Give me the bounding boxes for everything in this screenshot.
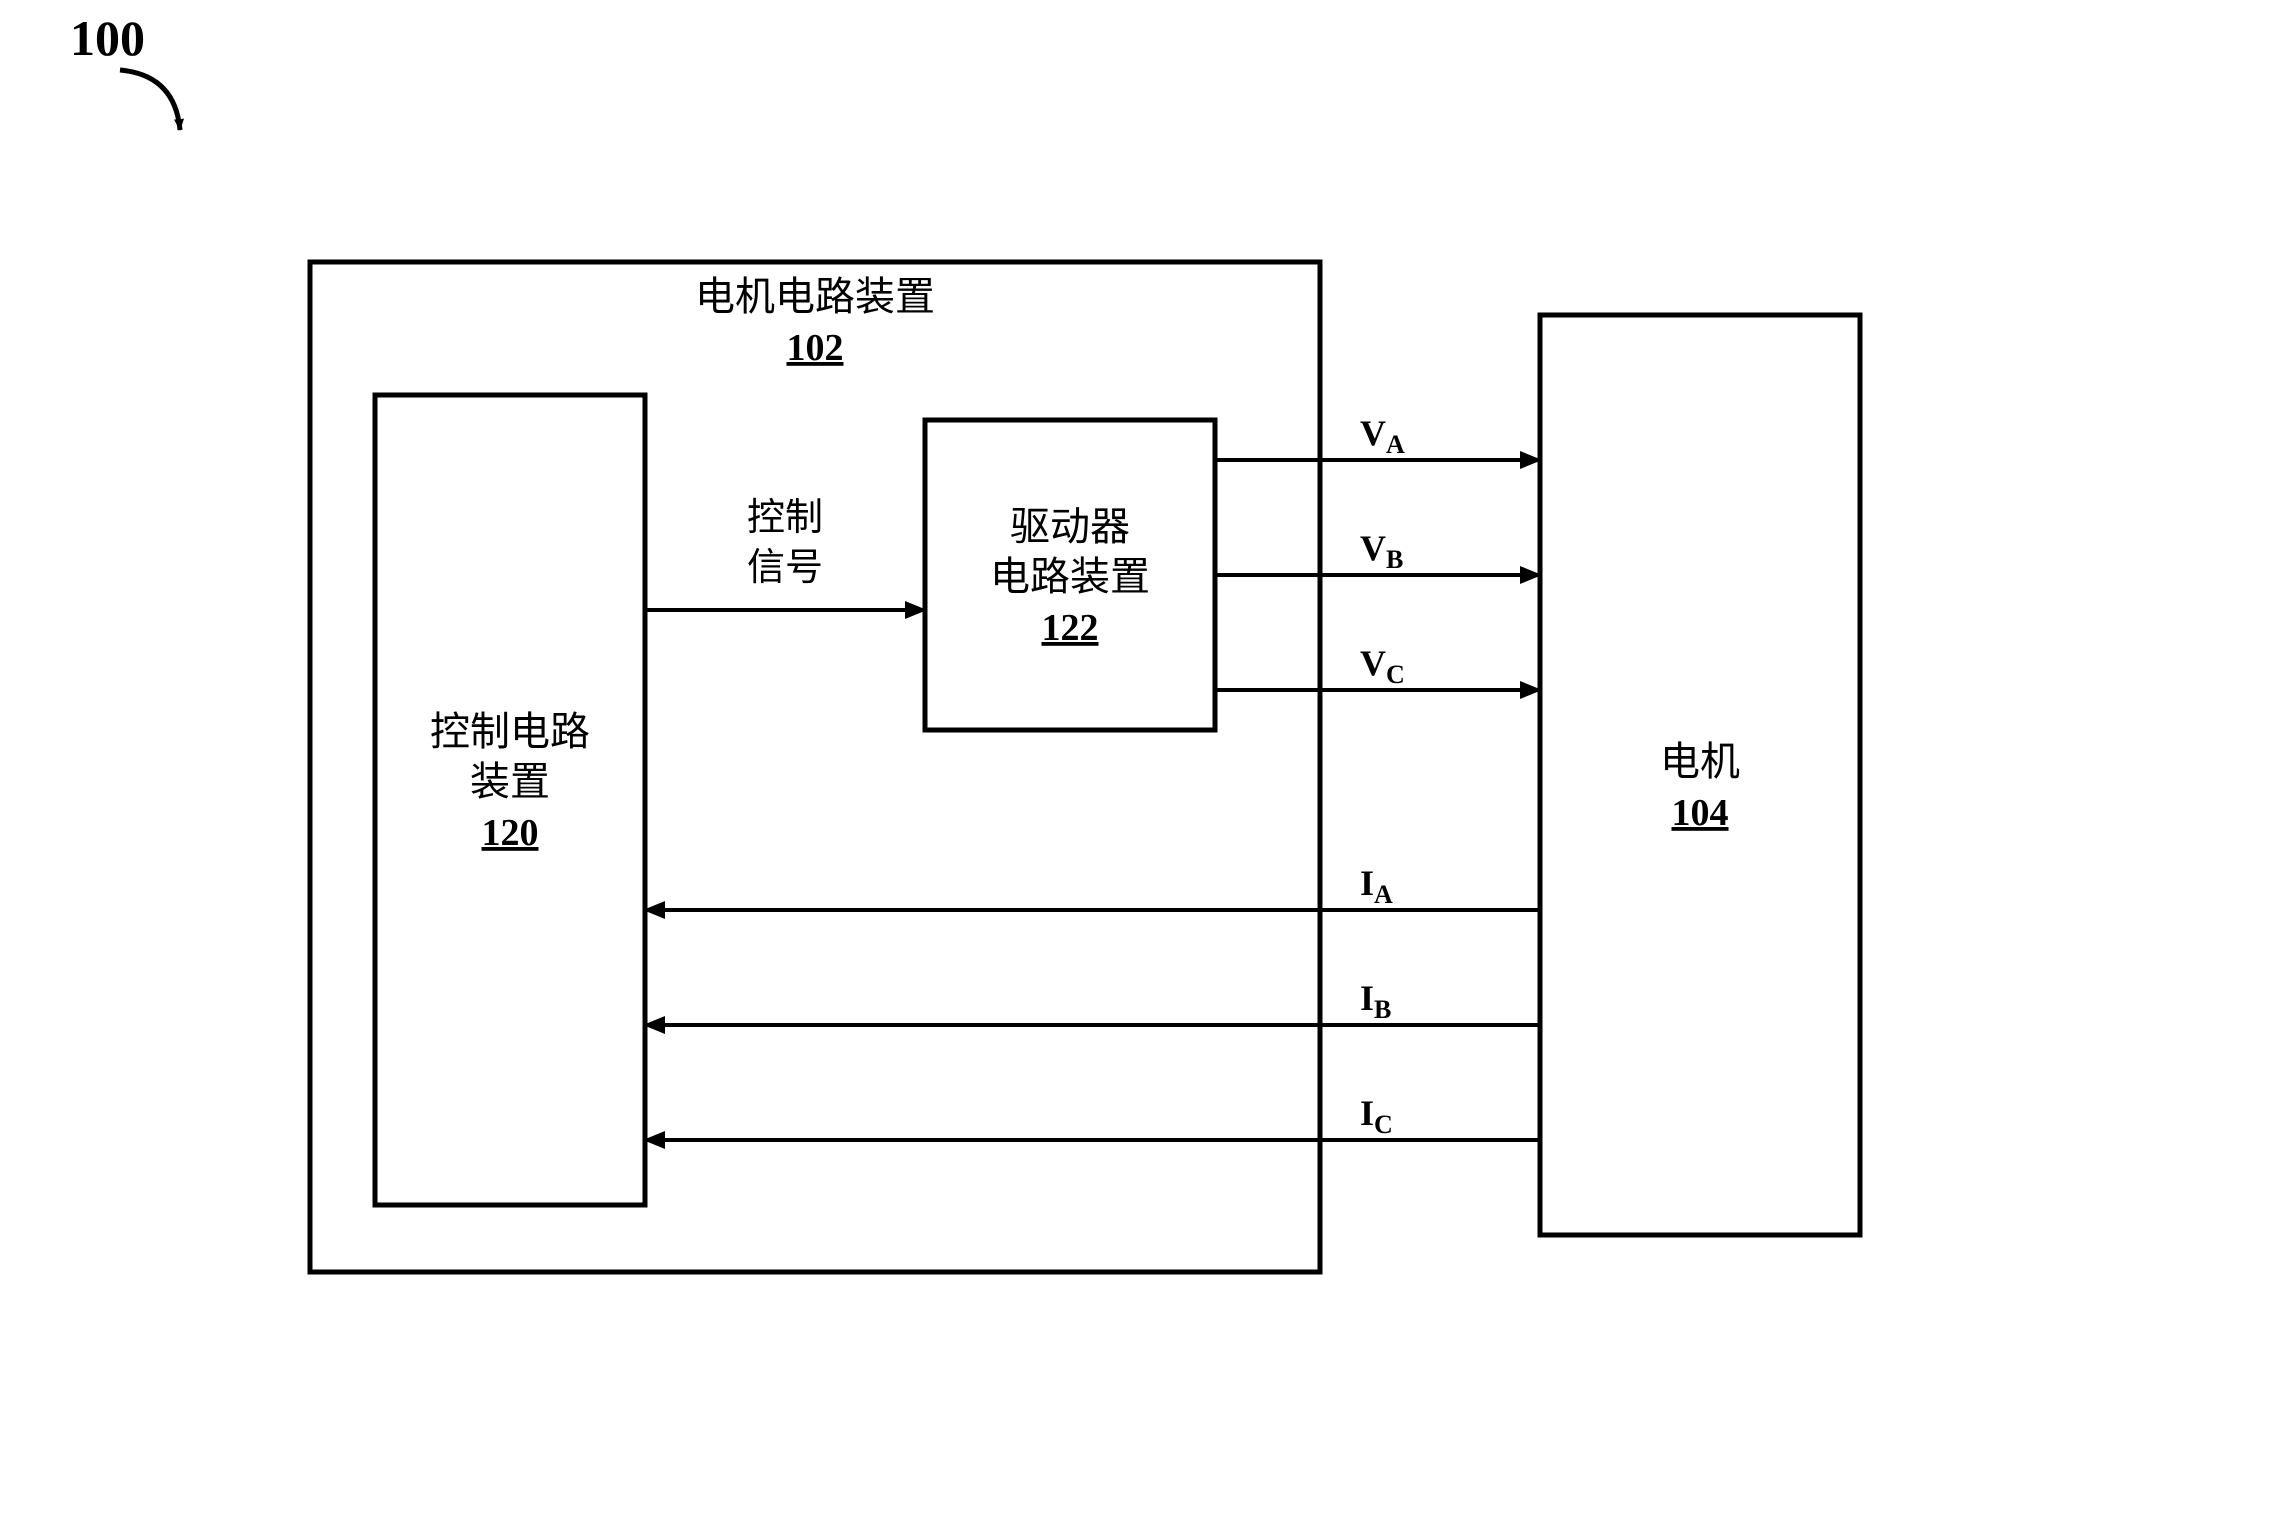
motor-title: 电机: [1660, 739, 1740, 784]
current-label-a: IA: [1360, 863, 1393, 909]
control-circuit-ref: 120: [482, 812, 539, 854]
voltage-label-c: VC: [1360, 643, 1405, 689]
figure-ref-label: 100: [70, 10, 145, 66]
motor-circuit-title: 电机电路装置: [695, 274, 935, 319]
driver-circuit-ref: 122: [1042, 607, 1099, 649]
control-circuit-title-2: 装置: [470, 759, 550, 804]
control-circuit-title-1: 控制电路: [430, 709, 590, 754]
control-signal-label-2: 信号: [747, 547, 823, 589]
motor-circuit-ref: 102: [787, 327, 844, 369]
voltage-label-a: VA: [1360, 413, 1405, 459]
voltage-label-b: VB: [1360, 528, 1403, 574]
driver-circuit-title-1: 驱动器: [1010, 504, 1130, 549]
block-diagram: 100 电机电路装置 102 控制电路装置 120 驱动器电路装置 122 电机 104 控制信号…: [0, 0, 2269, 1521]
driver-circuit-title-2: 电路装置: [990, 554, 1150, 599]
current-label-c: IC: [1360, 1093, 1393, 1139]
figure-ref-pointer: [120, 70, 180, 130]
control-signal-label-1: 控制: [747, 497, 823, 539]
motor-ref: 104: [1672, 792, 1729, 834]
current-label-b: IB: [1360, 978, 1391, 1024]
